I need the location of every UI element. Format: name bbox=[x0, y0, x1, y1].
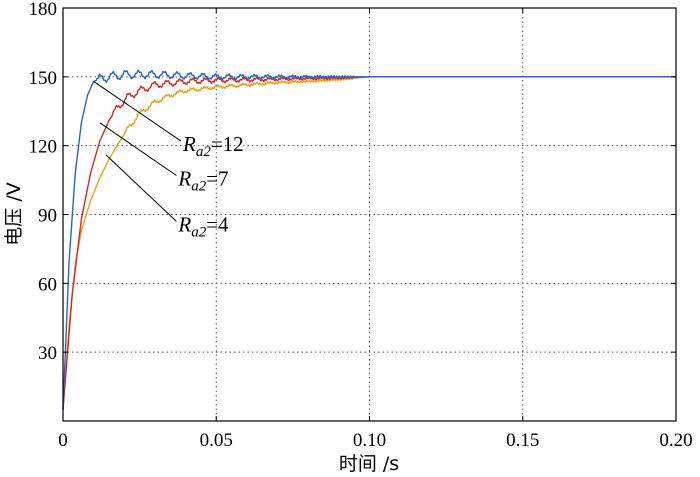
y-tick-label: 90 bbox=[38, 206, 57, 227]
x-tick-label: 0.15 bbox=[506, 430, 539, 451]
x-tick-label: 0 bbox=[58, 430, 68, 451]
y-tick-label: 30 bbox=[38, 343, 57, 364]
series-annotation: Ra2=4 bbox=[177, 212, 229, 240]
annotation-leader-line bbox=[99, 122, 177, 176]
y-tick-label: 150 bbox=[29, 68, 58, 89]
x-axis-label: 时间 /s bbox=[339, 453, 399, 475]
y-tick-label: 180 bbox=[29, 0, 58, 20]
x-tick-label: 0.20 bbox=[659, 430, 692, 451]
series-layer bbox=[62, 69, 677, 410]
y-axis-label: 电压 /V bbox=[3, 182, 25, 245]
annotation-variable: R bbox=[182, 132, 196, 156]
annotation-leaders bbox=[93, 81, 182, 222]
annotation-subscript: a2 bbox=[191, 224, 207, 240]
series-annotation: Ra2=12 bbox=[182, 132, 244, 160]
tick-labels: 0 0.05 0.10 0.15 0.20 30 60 90 120 150 180 bbox=[29, 0, 693, 451]
series-annotation: Ra2=7 bbox=[177, 166, 228, 194]
annotation-variable: R bbox=[177, 212, 191, 236]
annotation-leader-line bbox=[93, 81, 182, 142]
tick-marks bbox=[62, 7, 677, 421]
annotation-value: =4 bbox=[206, 212, 229, 236]
x-tick-label: 0.05 bbox=[200, 430, 233, 451]
annotation-variable: R bbox=[177, 166, 191, 190]
series-line bbox=[62, 69, 677, 410]
x-tick-label: 0.10 bbox=[353, 430, 386, 451]
annotation-subscript: a2 bbox=[191, 178, 207, 194]
y-tick-label: 60 bbox=[38, 274, 57, 295]
annotation-value: =12 bbox=[211, 132, 244, 156]
y-tick-label: 120 bbox=[29, 137, 58, 158]
annotation-value: =7 bbox=[206, 166, 228, 190]
annotation-subscript: a2 bbox=[196, 144, 212, 160]
annotation-leader-line bbox=[105, 154, 177, 222]
